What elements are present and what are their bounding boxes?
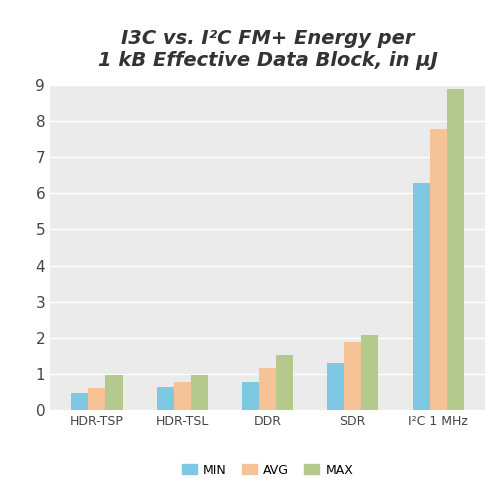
Bar xyxy=(327,363,344,410)
Bar xyxy=(362,335,378,410)
Bar xyxy=(156,386,174,410)
Bar xyxy=(242,382,259,410)
Legend: MIN, AVG, MAX: MIN, AVG, MAX xyxy=(177,458,358,481)
Bar xyxy=(72,392,88,410)
Bar xyxy=(412,182,430,410)
Bar xyxy=(259,368,276,410)
Bar xyxy=(88,388,106,410)
Bar xyxy=(446,90,464,410)
Title: I3C vs. I²C FM+ Energy per
1 kB Effective Data Block, in μJ: I3C vs. I²C FM+ Energy per 1 kB Effectiv… xyxy=(98,28,437,70)
Bar xyxy=(344,342,362,410)
Bar xyxy=(174,382,190,410)
Bar xyxy=(106,375,122,410)
Bar xyxy=(276,355,293,410)
Bar xyxy=(190,375,208,410)
Bar xyxy=(430,129,446,410)
